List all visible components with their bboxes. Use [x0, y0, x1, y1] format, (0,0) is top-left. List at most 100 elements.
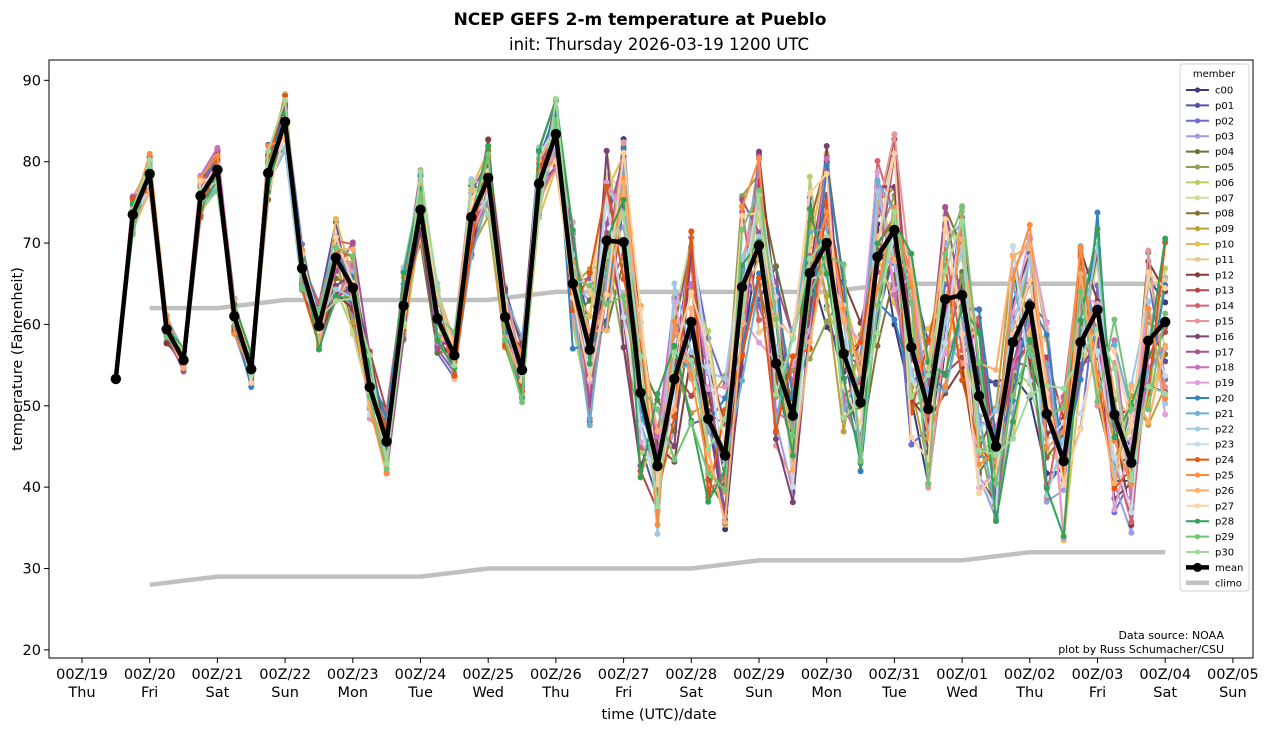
member-point-p30: [366, 352, 373, 359]
member-point-p25: [620, 175, 627, 182]
member-point-p16: [823, 142, 830, 149]
x-tick-day-label: Thu: [541, 685, 569, 701]
member-point-p10: [586, 312, 593, 319]
member-point-p27: [908, 434, 915, 441]
mean-point: [1024, 300, 1036, 311]
mean-point: [195, 190, 206, 202]
x-tick-day-label: Sun: [1219, 685, 1247, 701]
legend-label: p28: [1215, 517, 1234, 528]
y-tick-label: 30: [23, 562, 41, 578]
legend-swatch-marker: [1194, 287, 1201, 293]
legend-label: p17: [1215, 347, 1234, 358]
x-tick-day-label: Fri: [1089, 685, 1106, 701]
member-point-p28: [874, 240, 881, 247]
member-point-p25: [1026, 221, 1033, 228]
member-point-p28: [315, 346, 322, 353]
member-point-p29: [739, 226, 746, 233]
member-point-p30: [1026, 392, 1033, 399]
mean-point: [110, 373, 122, 385]
member-point-p30: [772, 391, 779, 398]
member-point-p30: [908, 393, 915, 400]
member-point-c00: [722, 526, 729, 533]
legend-swatch-marker: [1194, 472, 1201, 478]
legend-label: p10: [1215, 240, 1234, 251]
member-point-p26: [671, 406, 678, 413]
member-point-p28: [434, 337, 441, 344]
member-point-p29: [772, 316, 779, 323]
legend-swatch-marker: [1194, 102, 1201, 108]
legend-label: p09: [1215, 224, 1234, 235]
mean-point: [719, 450, 731, 461]
x-tick-day-label: Thu: [67, 685, 95, 701]
legend-swatch-marker: [1194, 149, 1201, 155]
mean-point: [330, 252, 342, 263]
member-point-p29: [840, 261, 847, 268]
member-point-p29: [349, 253, 356, 260]
member-point-p23: [1162, 372, 1169, 379]
member-point-p20: [569, 345, 576, 352]
member-point-p29: [722, 487, 729, 494]
legend-item-p12: p12: [1186, 270, 1234, 281]
legend-item-p17: p17: [1186, 347, 1234, 358]
x-tick-label: 00Z/20: [124, 667, 176, 683]
member-point-p09: [349, 319, 356, 326]
member-point-p28: [400, 269, 407, 276]
member-point-p23: [620, 314, 627, 321]
mean-point: [1058, 455, 1069, 467]
member-point-p28: [485, 143, 492, 150]
legend-item-p04: p04: [1186, 147, 1234, 158]
member-point-p18: [891, 291, 898, 298]
legend-label: p21: [1215, 409, 1234, 420]
y-tick-label: 20: [23, 643, 41, 659]
member-point-p27: [248, 379, 255, 386]
member-point-p05: [823, 318, 830, 325]
legend-label: p27: [1215, 501, 1234, 512]
legend-label: p02: [1215, 116, 1234, 127]
member-point-p24: [1111, 485, 1118, 492]
mean-point: [990, 441, 1002, 452]
member-point-p26: [806, 339, 813, 346]
member-point-p29: [383, 466, 390, 473]
legend-label: p05: [1215, 163, 1234, 174]
member-point-p19: [705, 386, 712, 393]
member-point-p10: [332, 215, 339, 222]
member-point-p22: [722, 375, 729, 382]
legend-swatch-marker: [1194, 303, 1201, 309]
member-point-p30: [552, 95, 559, 102]
member-point-p27: [1128, 422, 1135, 429]
member-point-p27: [806, 190, 813, 197]
member-point-p30: [1128, 476, 1135, 483]
member-point-p29: [908, 300, 915, 307]
member-point-p19: [891, 286, 898, 293]
member-point-p25: [1043, 444, 1050, 451]
x-tick-label: 00Z/28: [665, 667, 717, 683]
plot-area: [48, 59, 1254, 659]
y-tick-label: 60: [23, 317, 41, 333]
member-point-p22: [1162, 400, 1169, 407]
member-point-p29: [603, 301, 610, 308]
member-point-p27: [603, 291, 610, 298]
member-point-p25: [1060, 428, 1067, 435]
member-point-p01: [992, 381, 999, 388]
member-point-p25: [383, 470, 390, 477]
x-tick-day-label: Mon: [338, 685, 369, 701]
member-point-p16: [603, 147, 610, 154]
mean-point: [313, 320, 325, 332]
legend-item-p11: p11: [1186, 255, 1234, 266]
legend-label: p29: [1215, 532, 1234, 543]
mean-point: [1109, 409, 1120, 420]
member-point-p19: [874, 168, 881, 175]
mean-point: [703, 413, 714, 424]
member-point-p11: [1162, 277, 1169, 284]
member-point-p24: [959, 377, 966, 384]
member-point-p28: [1060, 533, 1067, 540]
legend-swatch-marker: [1194, 518, 1201, 524]
member-point-p28: [823, 270, 830, 277]
member-point-p30: [282, 97, 289, 104]
member-point-p28: [1094, 225, 1101, 232]
y-tick-label: 70: [23, 236, 41, 252]
legend-swatch-marker: [1194, 333, 1201, 339]
member-point-p26: [722, 519, 729, 526]
member-point-p27: [976, 490, 983, 497]
member-point-p30: [874, 330, 881, 337]
